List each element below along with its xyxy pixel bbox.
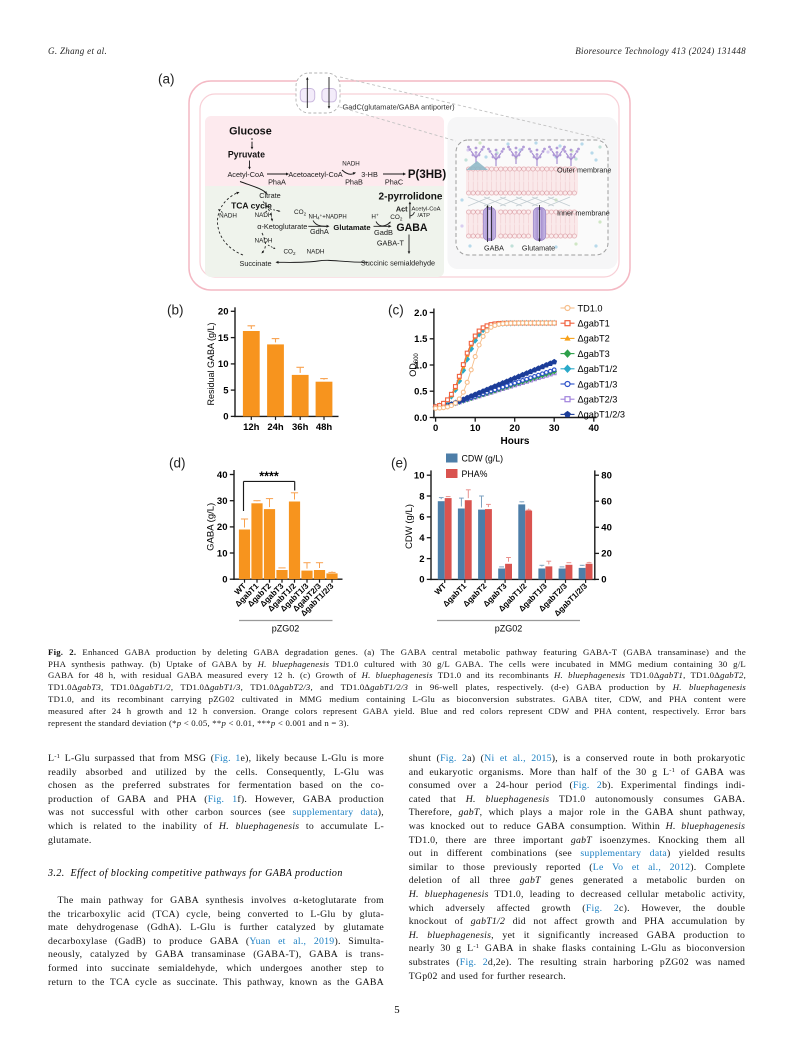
svg-text:0: 0 — [222, 575, 227, 586]
svg-text:2.0: 2.0 — [414, 308, 427, 319]
svg-text:48h: 48h — [316, 422, 333, 433]
svg-text:40: 40 — [601, 523, 612, 534]
svg-text:5: 5 — [223, 385, 229, 396]
svg-text:TD1.0: TD1.0 — [578, 303, 603, 313]
svg-text:ΔgabT3: ΔgabT3 — [578, 349, 610, 359]
svg-text:20: 20 — [601, 549, 612, 560]
svg-text:(e): (e) — [391, 456, 408, 471]
svg-text:1.5: 1.5 — [414, 334, 428, 345]
svg-text:0.5: 0.5 — [414, 387, 428, 398]
svg-text:30: 30 — [217, 496, 228, 507]
svg-text:pZG02: pZG02 — [495, 624, 523, 634]
svg-text:Acetyl-CoA: Acetyl-CoA — [227, 170, 264, 179]
svg-text:12h: 12h — [243, 422, 260, 433]
svg-text:ΔgabT1: ΔgabT1 — [578, 319, 610, 329]
svg-text:2-pyrrolidone: 2-pyrrolidone — [379, 191, 443, 202]
svg-text:(d): (d) — [169, 456, 186, 471]
svg-text:(c): (c) — [388, 303, 404, 318]
svg-text:ΔgabT1/3: ΔgabT1/3 — [578, 379, 618, 389]
svg-text:/ATP: /ATP — [418, 213, 431, 219]
svg-text:0.0: 0.0 — [414, 413, 427, 424]
svg-text:60: 60 — [601, 497, 612, 508]
svg-text:10: 10 — [470, 423, 481, 434]
svg-text:pZG02: pZG02 — [272, 624, 300, 634]
svg-text:Glutamate: Glutamate — [333, 223, 370, 232]
svg-text:Glutamate: Glutamate — [522, 244, 555, 253]
svg-text:CO2: CO2 — [390, 214, 403, 222]
svg-text:NADH: NADH — [255, 212, 273, 219]
svg-text:ΔgabT1/2: ΔgabT1/2 — [578, 364, 618, 374]
svg-text:80: 80 — [601, 471, 612, 482]
svg-text:Succinate: Succinate — [239, 259, 271, 268]
svg-text:Residual GABA (g/L): Residual GABA (g/L) — [206, 322, 216, 405]
svg-text:Pyruvate: Pyruvate — [228, 150, 265, 160]
svg-text:1.0: 1.0 — [414, 360, 427, 371]
svg-text:20: 20 — [218, 307, 229, 318]
svg-text:P(3HB): P(3HB) — [408, 169, 447, 181]
svg-text:0: 0 — [419, 575, 424, 586]
svg-text:40: 40 — [217, 470, 228, 481]
svg-text:(b): (b) — [167, 303, 184, 318]
svg-text:10: 10 — [218, 359, 229, 370]
svg-text:24h: 24h — [267, 422, 284, 433]
svg-text:GadB: GadB — [374, 228, 393, 237]
svg-text:PhaB: PhaB — [345, 178, 363, 187]
svg-text:2: 2 — [419, 554, 424, 565]
svg-text:NH4++NADPH: NH4++NADPH — [308, 213, 346, 221]
svg-text:α-Ketoglutarate: α-Ketoglutarate — [257, 222, 307, 231]
svg-text:GdhA: GdhA — [310, 227, 329, 236]
svg-text:GABA (g/L): GABA (g/L) — [206, 503, 217, 551]
svg-text:ΔgabT2/3: ΔgabT2/3 — [578, 395, 618, 405]
svg-text:0: 0 — [601, 575, 606, 586]
svg-text:Acetoacetyl-CoA: Acetoacetyl-CoA — [288, 170, 342, 179]
svg-text:6: 6 — [419, 512, 424, 523]
svg-text:20: 20 — [217, 522, 228, 533]
svg-text:20: 20 — [509, 423, 520, 434]
svg-text:Act: Act — [396, 205, 408, 214]
svg-text:Acetyl-CoA: Acetyl-CoA — [412, 207, 441, 213]
svg-text:CDW (g/L): CDW (g/L) — [404, 504, 415, 549]
svg-text:NADH: NADH — [307, 249, 325, 256]
svg-text:GadC(glutamate/GABA antiporter: GadC(glutamate/GABA antiporter) — [343, 103, 455, 112]
svg-text:H+: H+ — [371, 213, 379, 221]
svg-text:NADH: NADH — [342, 161, 360, 168]
svg-text:CO2: CO2 — [284, 249, 296, 257]
svg-text:Inner membrane: Inner membrane — [557, 209, 610, 218]
svg-text:ΔgabT1/2/3: ΔgabT1/2/3 — [578, 410, 626, 420]
svg-text:PhaC: PhaC — [385, 178, 403, 187]
svg-text:Succinic semialdehyde: Succinic semialdehyde — [361, 259, 435, 268]
svg-text:****: **** — [259, 470, 279, 484]
svg-text:10: 10 — [414, 471, 425, 482]
svg-text:Citrate: Citrate — [259, 191, 281, 200]
svg-text:CDW (g/L): CDW (g/L) — [462, 453, 504, 463]
svg-text:Glucose: Glucose — [229, 126, 272, 138]
svg-text:NADH: NADH — [219, 213, 237, 220]
svg-text:WT: WT — [433, 581, 448, 596]
svg-text:0: 0 — [223, 412, 228, 423]
svg-text:10: 10 — [217, 548, 228, 559]
svg-text:CO2: CO2 — [294, 209, 307, 217]
svg-text:TCA cycle: TCA cycle — [231, 201, 272, 211]
svg-text:GABA-T: GABA-T — [377, 239, 405, 248]
svg-text:3-HB: 3-HB — [361, 170, 378, 179]
svg-text:GABA: GABA — [484, 244, 504, 253]
svg-text:ΔgabT2: ΔgabT2 — [578, 334, 610, 344]
svg-text:15: 15 — [218, 333, 229, 344]
svg-text:PhaA: PhaA — [268, 178, 286, 187]
svg-text:40: 40 — [589, 423, 600, 434]
svg-text:GABA: GABA — [396, 222, 428, 234]
svg-text:Outer membrane: Outer membrane — [557, 166, 611, 175]
svg-text:NADH: NADH — [255, 238, 273, 245]
svg-text:0: 0 — [433, 423, 438, 434]
svg-text:4: 4 — [419, 533, 425, 544]
svg-text:30: 30 — [549, 423, 560, 434]
svg-text:PHA%: PHA% — [462, 469, 488, 479]
svg-text:36h: 36h — [292, 422, 309, 433]
svg-text:(a): (a) — [158, 72, 175, 87]
svg-text:8: 8 — [419, 491, 424, 502]
svg-text:Hours: Hours — [501, 436, 530, 447]
